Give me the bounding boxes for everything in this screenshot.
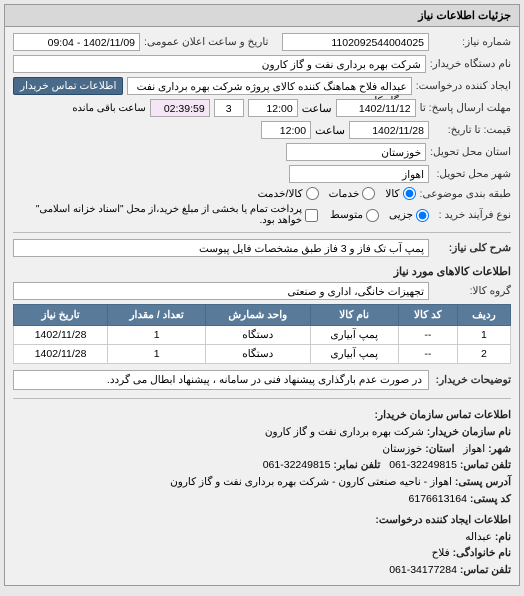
radio-both-input[interactable] — [306, 187, 319, 200]
buyer-org-label: نام دستگاه خریدار: — [430, 58, 511, 70]
c-city-value: اهواز — [463, 443, 485, 455]
c-org-value: شرکت بهره برداری نفت و گاز کارون — [265, 426, 424, 438]
table-header: ردیف — [457, 305, 510, 326]
number-label: شماره نیاز: — [433, 36, 511, 48]
buy-type-label: نوع فرآیند خرید : — [433, 209, 511, 221]
time-label-2: ساعت — [315, 124, 345, 137]
c-postal-label: کد پستی: — [470, 493, 511, 505]
treasury-note: پرداخت تمام یا بخشی از مبلغ خرید،از محل … — [13, 204, 302, 226]
radio-medium[interactable]: متوسط — [330, 209, 379, 222]
c-province-label: استان: — [425, 443, 454, 455]
table-cell: 1 — [457, 326, 510, 345]
buyer-note-label: توضیحات خریدار: — [433, 374, 511, 386]
contact-section: اطلاعات تماس سازمان خریدار: نام سازمان خ… — [13, 407, 511, 579]
c-fax-label: تلفن نمابر: — [333, 459, 380, 471]
requester-label: ایجاد کننده درخواست: — [416, 80, 511, 92]
announce-label: تاریخ و ساعت اعلان عمومی: — [144, 36, 268, 48]
divider-2 — [13, 398, 511, 399]
contact-info-button[interactable]: اطلاعات تماس خریدار — [13, 77, 123, 95]
radio-minor-input[interactable] — [416, 209, 429, 222]
c-cphone-value: 34177284-061 — [389, 564, 457, 576]
price-until-time: 12:00 — [261, 121, 311, 139]
category-label: طبقه بندی موضوعی: — [420, 188, 511, 200]
radio-goods-input[interactable] — [403, 187, 416, 200]
radio-goods[interactable]: کالا — [385, 187, 415, 200]
table-cell: 1402/11/28 — [14, 345, 108, 364]
response-deadline-label: مهلت ارسال پاسخ: تا — [420, 102, 511, 114]
remain-days: 3 — [214, 99, 244, 117]
table-cell: 1 — [108, 345, 206, 364]
buyer-org-value: شرکت بهره برداری نفت و گاز کارون — [13, 55, 426, 73]
city-label: شهر محل تحویل: — [433, 168, 511, 180]
items-table: ردیفکد کالانام کالاواحد شمارشتعداد / مقد… — [13, 304, 511, 364]
c-phone-label: تلفن تماس: — [460, 459, 511, 471]
c-name-value: عبداله — [465, 531, 492, 543]
items-section-title: اطلاعات کالاهای مورد نیاز — [13, 265, 511, 278]
details-panel: جزئیات اطلاعات نیاز شماره نیاز: 11020925… — [4, 4, 520, 586]
radio-medium-input[interactable] — [366, 209, 379, 222]
treasury-checkbox[interactable] — [305, 209, 318, 222]
table-cell: -- — [398, 326, 457, 345]
c-fax-value: 32249815-061 — [263, 459, 331, 471]
table-cell: دستگاه — [206, 326, 311, 345]
group-value: تجهیزات خانگی، اداری و صنعتی — [13, 282, 429, 300]
radio-service[interactable]: خدمات — [329, 187, 376, 200]
c-address-value: اهواز - ناحیه صنعتی کارون - شرکت بهره بر… — [170, 476, 452, 488]
req-creator-title: اطلاعات ایجاد کننده درخواست: — [13, 512, 511, 529]
group-label: گروه کالا: — [433, 285, 511, 297]
c-lname-value: فلاح — [432, 547, 450, 559]
buyer-note-value: در صورت عدم بارگذاری پیشنهاد فنی در ساما… — [13, 370, 429, 390]
table-cell: پمپ آبیاری — [310, 345, 398, 364]
c-lname-label: نام خانوادگی: — [453, 547, 511, 559]
divider — [13, 232, 511, 233]
buy-type-radio-group: جزیی متوسط — [330, 209, 429, 222]
price-until-label: قیمت: تا تاریخ: — [433, 124, 511, 136]
panel-body: شماره نیاز: 1102092544004025 تاریخ و ساع… — [5, 27, 519, 585]
c-cphone-label: تلفن تماس: — [460, 564, 511, 576]
radio-both[interactable]: کالا/خدمت — [258, 187, 319, 200]
radio-service-input[interactable] — [362, 187, 375, 200]
province-label: استان محل تحویل: — [430, 146, 511, 158]
c-org-label: نام سازمان خریدار: — [427, 426, 511, 438]
c-city-label: شهر: — [488, 443, 511, 455]
c-province-value: خوزستان — [382, 443, 422, 455]
c-postal-value: 6176613164 — [409, 493, 467, 505]
response-deadline-time: 12:00 — [248, 99, 298, 117]
time-label: ساعت — [302, 102, 332, 115]
price-until-date: 1402/11/28 — [349, 121, 429, 139]
response-deadline-date: 1402/11/12 — [336, 99, 416, 117]
remain-suffix: ساعت باقی مانده — [72, 103, 145, 114]
table-row: 2--پمپ آبیاریدستگاه11402/11/28 — [14, 345, 511, 364]
panel-title: جزئیات اطلاعات نیاز — [5, 5, 519, 27]
remain-time: 02:39:59 — [150, 99, 210, 117]
table-cell: دستگاه — [206, 345, 311, 364]
table-header: کد کالا — [398, 305, 457, 326]
requester-value: عبداله فلاح هماهنگ کننده کالای پروژه شرک… — [127, 77, 411, 95]
treasury-checkbox-item[interactable]: پرداخت تمام یا بخشی از مبلغ خرید،از محل … — [13, 204, 318, 226]
category-radio-group: کالا خدمات کالا/خدمت — [258, 187, 416, 200]
radio-minor[interactable]: جزیی — [389, 209, 429, 222]
desc-label: شرح کلی نیاز: — [433, 242, 511, 254]
c-phone-value: 32249815-061 — [389, 459, 457, 471]
table-cell: 1402/11/28 — [14, 326, 108, 345]
city-value: اهواز — [289, 165, 429, 183]
contact-title: اطلاعات تماس سازمان خریدار: — [13, 407, 511, 424]
table-row: 1--پمپ آبیاریدستگاه11402/11/28 — [14, 326, 511, 345]
table-header: تعداد / مقدار — [108, 305, 206, 326]
table-header: واحد شمارش — [206, 305, 311, 326]
table-header: نام کالا — [310, 305, 398, 326]
table-header: تاریخ نیاز — [14, 305, 108, 326]
number-value: 1102092544004025 — [282, 33, 429, 51]
table-cell: 1 — [108, 326, 206, 345]
announce-value: 1402/11/09 - 09:04 — [13, 33, 140, 51]
table-cell: 2 — [457, 345, 510, 364]
table-cell: پمپ آبیاری — [310, 326, 398, 345]
table-cell: -- — [398, 345, 457, 364]
c-address-label: آدرس پستی: — [455, 476, 511, 488]
desc-value: پمپ آب تک فاز و 3 فاز طبق مشخصات فایل پی… — [13, 239, 429, 257]
province-value: خوزستان — [286, 143, 426, 161]
c-name-label: نام: — [495, 531, 511, 543]
